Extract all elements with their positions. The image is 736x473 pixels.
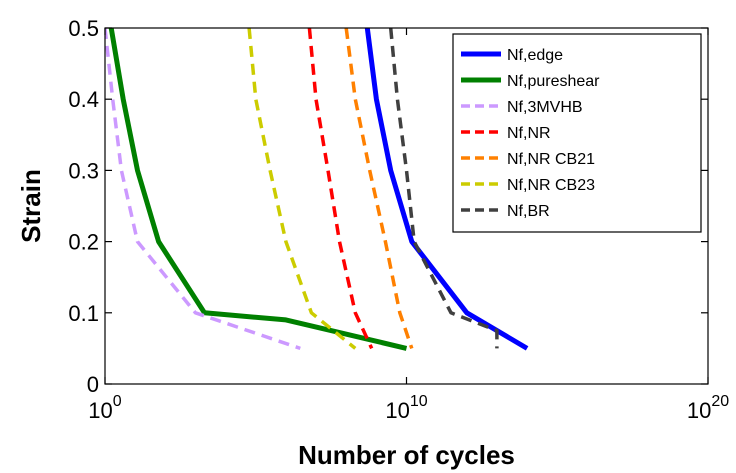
y-tick-label: 0 xyxy=(87,372,99,397)
series-line-4 xyxy=(307,28,374,350)
y-tick-label: 0.3 xyxy=(68,158,99,183)
y-tick-label: 0.4 xyxy=(68,87,99,112)
y-tick-label: 0.1 xyxy=(68,301,99,326)
x-tick-exponent: 20 xyxy=(711,393,729,410)
legend-label-5: Nf,NR CB21 xyxy=(507,151,595,168)
series-layer xyxy=(105,28,529,351)
axes-layer: 0 0.1 0.2 0.3 0.4 0.5 10 0 1010 1020 xyxy=(68,16,729,423)
series-line-1 xyxy=(364,28,529,351)
y-tick-label: 0.5 xyxy=(68,16,99,41)
series-line-2 xyxy=(108,28,408,351)
series-line-6 xyxy=(247,28,357,350)
x-tick-exponent: 0 xyxy=(113,393,122,410)
x-tick-label: 1020 xyxy=(687,393,729,423)
legend-label-2: Nf,pureshear xyxy=(507,73,600,90)
series-group xyxy=(105,28,529,351)
legend-label-4: Nf,NR xyxy=(507,125,551,142)
series-line-3 xyxy=(105,28,301,351)
legend: Nf,edge Nf,pureshear Nf,3MVHB Nf,NR Nf,NR CB… xyxy=(452,33,702,233)
legend-label-1: Nf,edge xyxy=(507,47,563,64)
series-line-7 xyxy=(388,28,499,349)
y-axis-label: Strain xyxy=(16,169,46,243)
series-line-5 xyxy=(344,28,414,349)
y-tick-label: 0.2 xyxy=(68,230,99,255)
legend-label-6: Nf,NR CB23 xyxy=(507,177,595,194)
legend-label-7: Nf,BR xyxy=(507,203,550,220)
x-axis-label: Number of cycles xyxy=(298,440,515,470)
legend-label-3: Nf,3MVHB xyxy=(507,99,583,116)
x-tick-label: 1010 xyxy=(385,393,427,423)
x-tick-exponent: 10 xyxy=(410,393,428,410)
